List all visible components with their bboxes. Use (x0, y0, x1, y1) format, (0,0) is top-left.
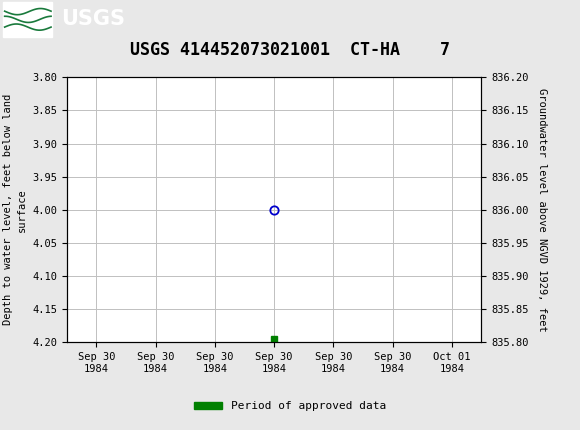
Text: USGS: USGS (61, 9, 125, 29)
Text: USGS 414452073021001  CT-HA    7: USGS 414452073021001 CT-HA 7 (130, 41, 450, 59)
Legend: Period of approved data: Period of approved data (190, 397, 390, 416)
Y-axis label: Depth to water level, feet below land
surface: Depth to water level, feet below land su… (3, 94, 27, 325)
Y-axis label: Groundwater level above NGVD 1929, feet: Groundwater level above NGVD 1929, feet (537, 88, 547, 332)
Bar (3, 2, 52, 37)
